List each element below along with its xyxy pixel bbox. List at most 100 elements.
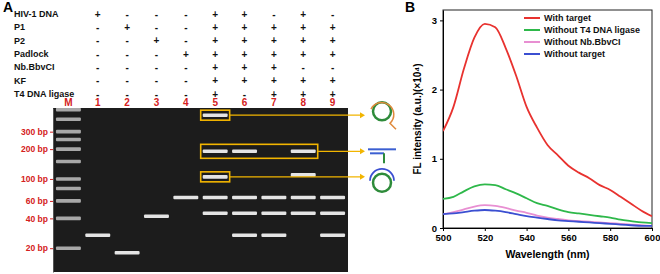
row-label: KF [14, 76, 26, 86]
size-axis-tick-mark [50, 149, 53, 150]
row-label: HIV-1 DNA [14, 9, 59, 19]
row-label: P1 [14, 22, 25, 32]
arrow-head [360, 112, 365, 118]
x-axis-tick-mark [527, 228, 528, 231]
band [85, 233, 110, 237]
highlight-box [201, 144, 318, 158]
y-axis-tick-label: 3 [432, 15, 437, 26]
size-axis-tick: 300 bp [21, 127, 53, 137]
lane-axis: M123456789 [54, 97, 349, 109]
band [56, 108, 81, 111]
size-axis-tick-label: 20 bp [26, 243, 48, 253]
size-axis-tick-label: 200 bp [21, 144, 48, 154]
lane-tick: M [64, 97, 72, 108]
band [56, 187, 81, 191]
lane-label: 4 [183, 97, 189, 108]
x-axis-tick-label: 500 [436, 232, 452, 243]
sign: - [184, 35, 187, 46]
sign: + [300, 9, 306, 20]
legend-swatch [524, 29, 540, 31]
sign: - [272, 9, 275, 20]
y-axis-tick-mark [440, 228, 443, 229]
band [291, 211, 316, 215]
x-axis-tick-label: 520 [477, 232, 493, 243]
y-axis-title: FL intensity (a.u.)(×10⁴) [412, 63, 423, 174]
size-axis-tick: 40 bp [26, 214, 53, 224]
y-axis: 0 1 2 3 [432, 11, 444, 234]
x-axis-tick-label: 600 [645, 232, 660, 243]
sign: + [300, 49, 306, 60]
sign: - [96, 35, 99, 46]
sign: - [96, 75, 99, 86]
band [232, 150, 257, 154]
size-axis-tick-mark [50, 218, 53, 219]
sign: - [331, 9, 334, 20]
lane-tick: 9 [330, 97, 336, 108]
x-axis-tick-mark [568, 228, 569, 231]
row-label: P2 [14, 36, 25, 46]
schematic [373, 174, 391, 192]
sign: + [300, 22, 306, 33]
lane-label: 8 [300, 97, 306, 108]
y-axis-tick-label: 1 [432, 153, 438, 164]
sign: + [183, 49, 189, 60]
figure: AHIV-1 DNA+---++-+-P1-+--+++++P2--+-++++… [0, 0, 660, 274]
sign: + [154, 35, 160, 46]
row-label: Nb.BbvCI [14, 62, 55, 72]
y-axis-tick: 3 [432, 15, 443, 26]
lane-label: 2 [124, 97, 130, 108]
legend: With targetWithout T4 DNA ligaseWithout … [524, 13, 640, 59]
band [261, 233, 286, 237]
y-axis-tick: 2 [432, 84, 443, 95]
sign: + [242, 9, 248, 20]
band [56, 130, 81, 134]
band [291, 150, 316, 154]
y-axis-tick: 1 [432, 153, 443, 164]
sign: - [125, 35, 128, 46]
sign: - [155, 62, 158, 73]
size-axis-tick-mark [50, 132, 53, 133]
band [56, 117, 81, 121]
sign: - [96, 22, 99, 33]
sign: - [125, 9, 128, 20]
sign: + [242, 35, 248, 46]
sign: + [212, 9, 218, 20]
lane-label: 1 [95, 97, 101, 108]
arrow [230, 176, 360, 177]
lane-label: 7 [271, 97, 277, 108]
arrow-head [360, 148, 365, 154]
size-axis-tick-label: 40 bp [26, 214, 48, 224]
size-axis-tick: 100 bp [21, 174, 53, 184]
sign: + [212, 49, 218, 60]
highlight-box [201, 110, 230, 120]
highlight-box [201, 172, 230, 182]
sign: + [124, 22, 130, 33]
x-axis-tick: 520 [477, 228, 493, 243]
sign: - [155, 9, 158, 20]
lane-axis-line [54, 108, 349, 109]
sign: - [96, 49, 99, 60]
sign: - [331, 62, 334, 73]
band [56, 199, 81, 203]
band [203, 211, 228, 215]
y-axis-tick-label: 0 [432, 223, 437, 234]
lane-label: 9 [330, 97, 336, 108]
x-axis-tick-label: 560 [561, 232, 577, 243]
bands [56, 108, 345, 255]
x-axis: 500520540560580600 [436, 228, 660, 243]
x-axis-tick: 560 [561, 228, 577, 243]
x-axis-tick: 500 [436, 228, 452, 243]
schematic [383, 153, 385, 163]
band [232, 211, 257, 215]
sign: - [125, 62, 128, 73]
y-axis-tick: 0 [432, 223, 443, 234]
sign: + [330, 22, 336, 33]
legend-label: Without target [544, 49, 605, 59]
sign: - [125, 49, 128, 60]
lane-label: M [64, 97, 72, 108]
size-axis-tick-label: 300 bp [21, 127, 48, 137]
legend-label: Without T4 DNA ligase [544, 25, 640, 35]
sign: - [155, 49, 158, 60]
band [56, 246, 81, 250]
lane-tick: 3 [154, 97, 160, 108]
